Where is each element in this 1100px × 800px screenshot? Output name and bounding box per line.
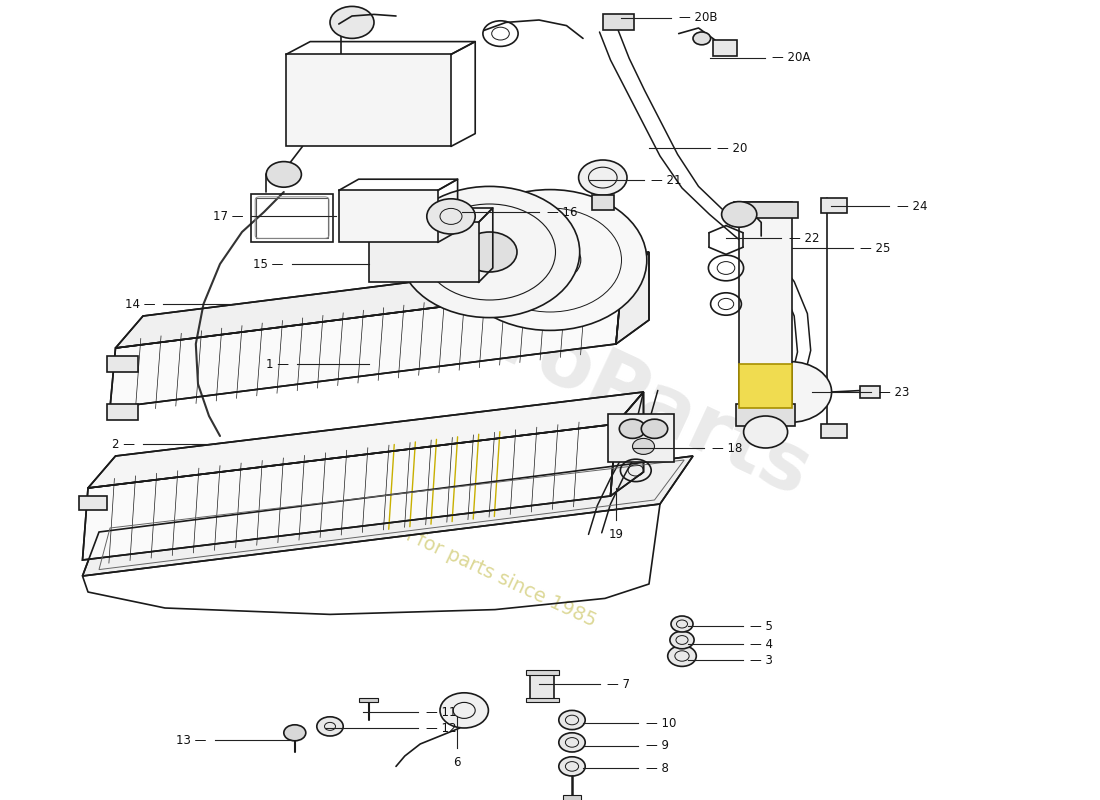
Bar [339,190,438,242]
Bar [107,356,138,372]
Text: 13 —: 13 — [176,734,207,746]
Circle shape [748,362,832,422]
Circle shape [641,419,668,438]
Text: — 5: — 5 [750,620,773,633]
Bar [734,202,798,218]
Circle shape [670,631,694,649]
Bar [739,202,792,424]
Circle shape [722,202,757,227]
Circle shape [693,32,711,45]
Polygon shape [110,284,622,408]
Circle shape [453,190,647,330]
Polygon shape [82,456,693,576]
Bar [821,424,847,438]
Bar [526,670,559,675]
Bar [526,698,559,702]
Bar [286,54,451,146]
Text: — 4: — 4 [750,638,773,650]
Text: — 23: — 23 [879,386,910,398]
Text: — 25: — 25 [860,242,891,254]
Bar [736,404,795,426]
Circle shape [559,733,585,752]
Bar [608,414,674,462]
Text: 1 —: 1 — [266,358,289,370]
Text: — 10: — 10 [646,717,676,730]
Polygon shape [616,252,649,344]
Bar [107,404,138,420]
Circle shape [427,198,475,234]
Bar [359,698,378,702]
Text: 15 —: 15 — [253,258,284,270]
Circle shape [559,757,585,776]
Circle shape [266,162,301,187]
Text: — 16: — 16 [547,206,578,218]
Circle shape [399,186,580,318]
Text: — 24: — 24 [896,200,927,213]
Text: 14 —: 14 — [124,298,155,310]
Bar [592,195,614,210]
Bar [530,672,554,702]
Bar [368,222,478,282]
Text: a passion for parts since 1985: a passion for parts since 1985 [324,489,600,631]
Polygon shape [88,392,644,488]
Circle shape [619,419,646,438]
Polygon shape [82,424,616,560]
Circle shape [284,725,306,741]
Text: — 20B: — 20B [679,11,717,24]
Bar [713,40,737,56]
Bar [563,795,581,800]
Circle shape [632,438,654,454]
Text: euroParts: euroParts [387,254,823,514]
Bar [256,198,328,238]
Polygon shape [116,252,649,348]
Bar [860,386,880,398]
Text: 19: 19 [608,528,624,541]
Text: — 3: — 3 [750,654,773,666]
Text: — 12: — 12 [426,722,456,734]
Circle shape [330,6,374,38]
Circle shape [317,717,343,736]
Text: — 18: — 18 [712,442,743,454]
Text: 17 —: 17 — [212,210,243,222]
Text: — 9: — 9 [646,739,669,752]
Text: — 20: — 20 [717,142,748,154]
Bar [821,198,847,213]
Circle shape [668,646,696,666]
Circle shape [440,693,488,728]
Circle shape [744,416,788,448]
Circle shape [462,232,517,272]
Text: 2 —: 2 — [112,438,135,450]
Bar [739,364,792,408]
Circle shape [671,616,693,632]
Polygon shape [610,392,643,496]
Bar [251,194,333,242]
Text: — 21: — 21 [651,174,682,186]
Bar [79,496,107,510]
Circle shape [519,238,581,282]
Text: — 7: — 7 [607,678,630,690]
Text: 6: 6 [453,756,460,769]
Bar [603,14,634,30]
Text: — 22: — 22 [789,232,820,245]
Circle shape [579,160,627,195]
Text: — 20A: — 20A [772,51,811,64]
Text: — 8: — 8 [646,762,669,774]
Text: — 11: — 11 [426,706,456,718]
Circle shape [559,710,585,730]
